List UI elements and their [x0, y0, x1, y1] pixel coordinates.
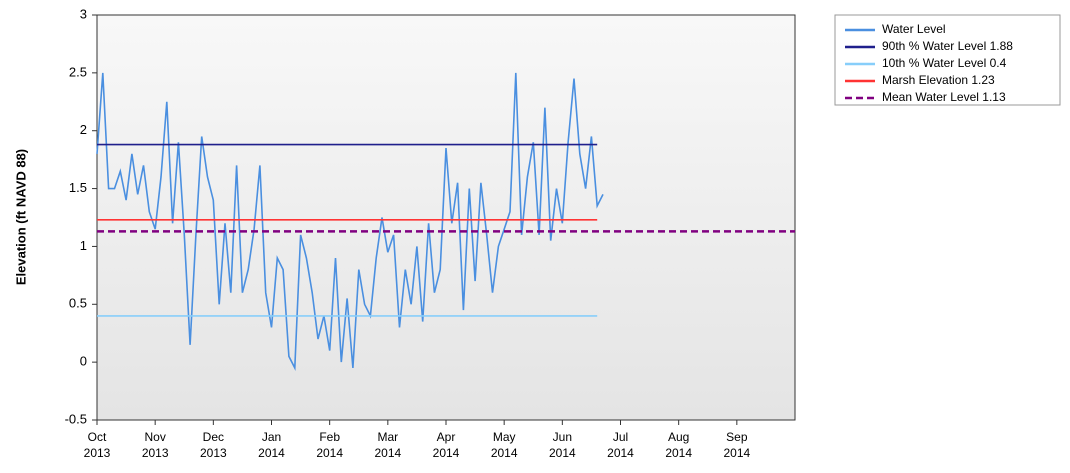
y-tick-label: 0: [80, 354, 87, 369]
legend-label: 90th % Water Level 1.88: [882, 39, 1013, 53]
x-tick-label: Jan: [262, 430, 281, 444]
y-tick-label: 2: [80, 122, 87, 137]
x-tick-label: Aug: [668, 430, 689, 444]
y-tick-label: 2.5: [69, 64, 87, 79]
x-tick-label: May: [493, 430, 516, 444]
x-tick-label: 2014: [258, 446, 285, 460]
x-tick-label: Jun: [553, 430, 572, 444]
x-tick-label: 2014: [433, 446, 460, 460]
x-tick-label: Jul: [613, 430, 628, 444]
x-tick-label: 2013: [200, 446, 227, 460]
x-tick-label: Mar: [377, 430, 398, 444]
y-tick-label: -0.5: [65, 411, 87, 426]
x-tick-label: 2013: [142, 446, 169, 460]
plot-area: [96, 14, 796, 421]
x-tick-label: 2014: [665, 446, 692, 460]
x-tick-label: 2014: [723, 446, 750, 460]
y-tick-label: 1: [80, 238, 87, 253]
x-tick-label: Apr: [437, 430, 456, 444]
y-tick-label: 0.5: [69, 296, 87, 311]
y-axis-label: Elevation (ft NAVD 88): [13, 149, 28, 285]
x-tick-label: 2014: [607, 446, 634, 460]
x-tick-label: 2014: [316, 446, 343, 460]
x-tick-label: Sep: [726, 430, 748, 444]
x-tick-label: Dec: [203, 430, 224, 444]
x-tick-label: Feb: [319, 430, 340, 444]
x-tick-label: 2014: [491, 446, 518, 460]
legend-label: Mean Water Level 1.13: [882, 90, 1006, 104]
x-tick-label: Oct: [88, 430, 107, 444]
series-line: [96, 72, 604, 371]
x-tick-label: 2014: [549, 446, 576, 460]
legend-label: 10th % Water Level 0.4: [882, 56, 1007, 70]
legend-label: Water Level: [882, 22, 946, 36]
x-tick-label: 2013: [84, 446, 111, 460]
x-tick-label: Nov: [144, 430, 165, 444]
y-tick-label: 1.5: [69, 180, 87, 195]
x-tick-label: 2014: [374, 446, 401, 460]
legend-label: Marsh Elevation 1.23: [882, 73, 995, 87]
y-tick-label: 3: [80, 6, 87, 21]
